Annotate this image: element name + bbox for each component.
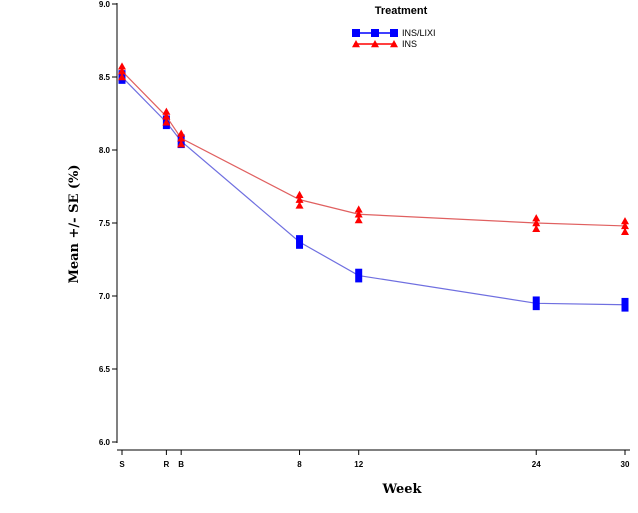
y-ticks: 6.0 6.5 7.0 7.5 8.0 8.5 9.0 bbox=[99, 0, 117, 447]
data-point bbox=[532, 214, 541, 222]
x-tick-label: 30 bbox=[621, 460, 630, 469]
y-tick-label: 6.5 bbox=[99, 365, 111, 374]
data-point bbox=[296, 235, 304, 249]
data-point bbox=[532, 296, 540, 311]
data-point bbox=[621, 221, 629, 230]
data-point bbox=[177, 129, 186, 137]
y-tick-label: 8.5 bbox=[99, 73, 111, 82]
legend-label: INS bbox=[402, 39, 417, 49]
x-tick-label: 12 bbox=[354, 460, 363, 469]
data-point bbox=[118, 62, 126, 70]
legend-item: INS bbox=[352, 39, 417, 49]
data-point bbox=[621, 217, 629, 225]
x-tick-label: 24 bbox=[532, 460, 541, 469]
legend-item: INS/LIXI bbox=[352, 28, 436, 38]
x-tick-label: S bbox=[119, 460, 125, 469]
data-point bbox=[118, 67, 126, 75]
x-ticks: S R B 8 12 24 30 bbox=[119, 450, 630, 469]
legend-marker bbox=[371, 29, 379, 37]
series-line-ins bbox=[121, 70, 626, 227]
data-point bbox=[621, 227, 629, 235]
x-tick-label: B bbox=[178, 460, 184, 469]
legend-marker bbox=[352, 40, 360, 48]
data-point bbox=[621, 297, 629, 312]
legend-marker bbox=[390, 29, 398, 37]
legend-marker bbox=[352, 29, 360, 37]
data-point bbox=[177, 140, 186, 148]
data-point bbox=[118, 73, 126, 81]
data-point bbox=[532, 224, 541, 233]
series-line-ins-lixi bbox=[121, 76, 626, 306]
data-point bbox=[162, 107, 171, 115]
data-point bbox=[295, 201, 304, 209]
y-tick-label: 9.0 bbox=[99, 0, 111, 9]
y-tick-label: 8.0 bbox=[99, 146, 111, 155]
x-tick-label: 8 bbox=[297, 460, 302, 469]
data-point bbox=[354, 205, 363, 213]
legend-title: Treatment bbox=[375, 5, 428, 17]
legend-marker bbox=[390, 40, 398, 48]
series-layer bbox=[118, 62, 629, 312]
data-point bbox=[354, 216, 363, 224]
data-point bbox=[162, 118, 171, 126]
data-point bbox=[355, 268, 363, 283]
legend-marker bbox=[371, 40, 379, 48]
x-axis-title: Week bbox=[381, 482, 422, 497]
data-point bbox=[177, 134, 186, 142]
series-ins bbox=[118, 62, 629, 235]
legend-label: INS/LIXI bbox=[402, 28, 436, 38]
data-point bbox=[295, 190, 304, 198]
data-point bbox=[162, 112, 171, 120]
y-axis: 6.0 6.5 7.0 7.5 8.0 8.5 9.0 bbox=[99, 0, 118, 447]
y-tick-label: 7.5 bbox=[99, 219, 111, 228]
data-point bbox=[295, 195, 304, 203]
x-axis: S R B 8 12 24 30 bbox=[117, 449, 630, 469]
data-point bbox=[532, 219, 541, 227]
y-axis-title: Mean +/- SE (%) bbox=[67, 164, 82, 283]
y-tick-label: 6.0 bbox=[99, 438, 111, 447]
y-tick-label: 7.0 bbox=[99, 292, 111, 301]
x-tick-label: R bbox=[163, 460, 169, 469]
series-ins-lixi bbox=[118, 70, 629, 312]
data-point bbox=[354, 210, 363, 218]
